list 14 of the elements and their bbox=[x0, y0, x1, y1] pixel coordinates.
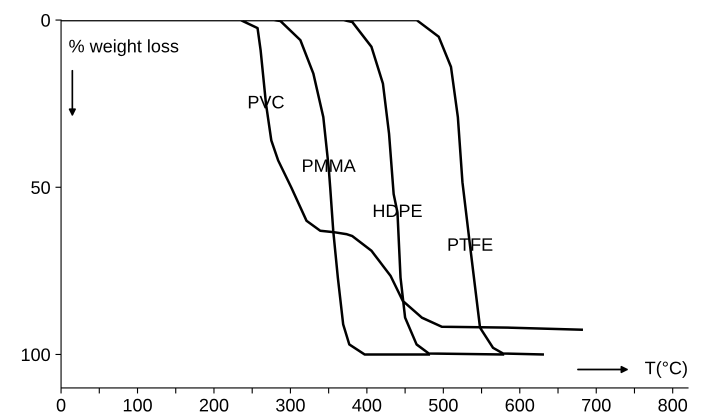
x-tick-label: 0 bbox=[56, 398, 66, 412]
x-tick-label: 600 bbox=[506, 398, 534, 412]
x-tick-label: 700 bbox=[582, 398, 611, 412]
x-tick-label: 500 bbox=[428, 398, 458, 412]
y-tick-label: 0 bbox=[41, 14, 50, 27]
y-tick-label: 100 bbox=[22, 348, 50, 362]
x-tick-label: 800 bbox=[658, 398, 688, 412]
y-tick-label: 50 bbox=[31, 181, 50, 194]
x-axis-title: T(°C) bbox=[645, 361, 687, 378]
x-tick-label: 100 bbox=[124, 398, 152, 412]
y-axis-title: % weight loss bbox=[69, 39, 178, 56]
x-tick-label: 200 bbox=[200, 398, 228, 412]
x-tick-label: 400 bbox=[352, 398, 382, 412]
x-tick-label: 300 bbox=[276, 398, 305, 412]
